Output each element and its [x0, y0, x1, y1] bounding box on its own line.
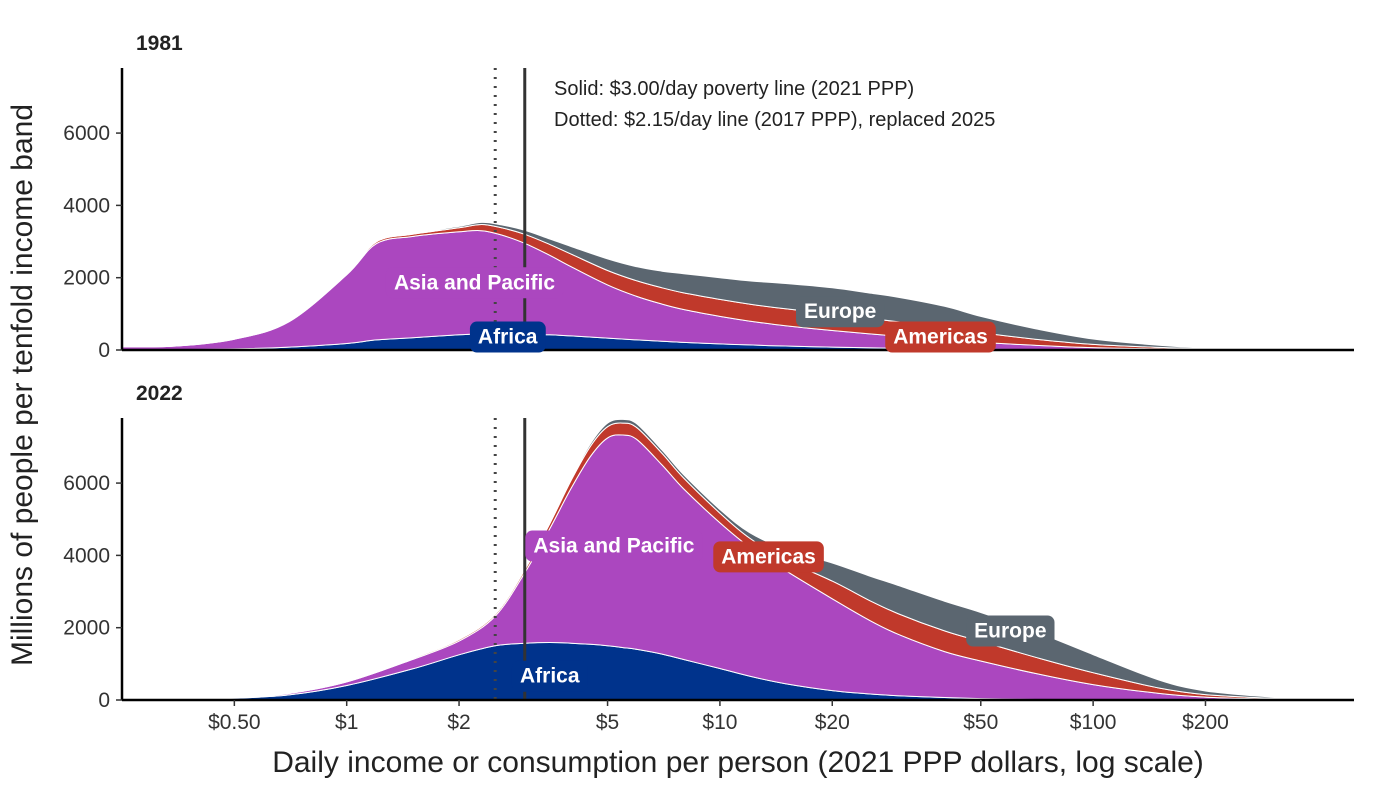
- label-box-africa-1981: [469, 321, 546, 353]
- x-tick-label-20: $20: [815, 711, 850, 734]
- y-tick-label-0-1981: 0: [98, 339, 110, 362]
- label-text-americas-2022: Americas: [721, 545, 816, 568]
- label-africa-2022: Africa: [511, 660, 588, 692]
- x-tick-label-200: $200: [1182, 711, 1229, 734]
- panel-title-1981: 1981: [136, 32, 183, 55]
- label-africa-1981: Africa: [469, 321, 546, 353]
- x-tick-label-1: $1: [335, 711, 358, 734]
- x-tick-label-0-50: $0.50: [208, 711, 261, 734]
- label-text-africa-2022: Africa: [520, 665, 580, 688]
- label-text-asia-and-pacific-1981: Asia and Pacific: [394, 271, 555, 294]
- label-text-africa-1981: Africa: [478, 326, 538, 349]
- label-asia-and-pacific-1981: Asia and Pacific: [385, 267, 564, 299]
- x-tick-label-50: $50: [963, 711, 998, 734]
- y-tick-label-6000-1981: 6000: [63, 122, 110, 145]
- y-tick-label-4000-2022: 4000: [63, 544, 110, 567]
- label-box-americas-2022: [713, 541, 824, 573]
- x-tick-label-10: $10: [702, 711, 737, 734]
- label-europe-2022: Europe: [966, 615, 1055, 647]
- label-americas-1981: Americas: [885, 321, 996, 353]
- panel-title-2022: 2022: [136, 382, 183, 405]
- label-box-africa-2022: [511, 660, 588, 692]
- y-axis-title: Millions of people per tenfold income ba…: [6, 104, 39, 666]
- panel-1981: 1981 0 2000 4000 6000 Asia and Pacific Africa E…: [63, 32, 1354, 362]
- label-text-europe-2022: Europe: [974, 620, 1046, 643]
- label-box-europe-2022: [966, 615, 1055, 647]
- y-tick-label-6000-2022: 6000: [63, 472, 110, 495]
- label-box-asia-and-pacific-1981: [385, 267, 564, 299]
- y-tick-label-2000-1981: 2000: [63, 267, 110, 290]
- x-tick-label-100: $100: [1070, 711, 1117, 734]
- label-americas-2022: Americas: [713, 541, 824, 573]
- label-box-americas-1981: [885, 321, 996, 353]
- label-text-asia-and-pacific-2022: Asia and Pacific: [533, 535, 694, 558]
- x-axis-title: Daily income or consumption per person (…: [272, 746, 1204, 779]
- y-tick-label-4000-1981: 4000: [63, 194, 110, 217]
- y-tick-label-2000-2022: 2000: [63, 617, 110, 640]
- x-tick-label-5: $5: [596, 711, 619, 734]
- x-tick-label-2: $2: [447, 711, 470, 734]
- label-box-asia-and-pacific-2022: [525, 530, 703, 562]
- annotation-line-1: Solid: $3.00/day poverty line (2021 PPP): [554, 78, 914, 100]
- y-tick-label-0-2022: 0: [98, 689, 110, 712]
- label-asia-and-pacific-2022: Asia and Pacific: [525, 530, 703, 562]
- panel-2022: 2022 0 2000 4000 6000 Asia and Pacific Africa A…: [63, 382, 1354, 712]
- label-text-americas-1981: Americas: [893, 326, 988, 349]
- label-box-europe-1981: [796, 296, 885, 328]
- annotation-line-2: Dotted: $2.15/day line (2017 PPP), repla…: [554, 109, 995, 131]
- label-text-europe-1981: Europe: [804, 300, 876, 323]
- label-europe-1981: Europe: [796, 296, 885, 328]
